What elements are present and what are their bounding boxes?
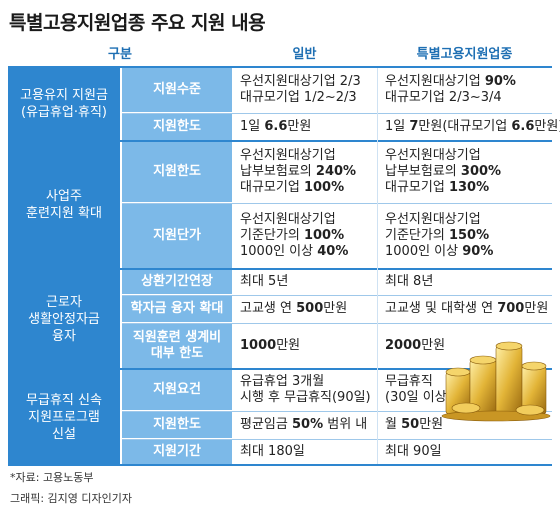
subcategory-support-limit: 지원한도 bbox=[122, 114, 232, 140]
source-note: *자료: 고용노동부 bbox=[10, 471, 94, 484]
graphic-credit: 그래픽: 김지영 디자인기자 bbox=[10, 492, 133, 505]
category-employment-retention: 고용유지 지원금 (유급휴업·휴직) bbox=[8, 68, 120, 140]
general-cell: 고교생 연 500만원 bbox=[240, 301, 348, 316]
general-cell: 1000만원 bbox=[240, 338, 301, 353]
general-cell: 유급휴업 3개월 시행 후 무급휴직(90일) bbox=[240, 374, 371, 405]
special-cell: 월 50만원 bbox=[385, 417, 444, 432]
subcategory-support-limit: 지원한도 bbox=[122, 412, 232, 438]
subcategory-support-limit: 지원한도 bbox=[122, 142, 232, 202]
header-special: 특별고용지원업종 bbox=[416, 47, 513, 62]
general-cell: 1일 6.6만원 bbox=[240, 119, 312, 134]
special-cell: 우선지원대상기업 납부보험료의 300% 대규모기업 130% bbox=[385, 148, 502, 195]
gold-coins-icon bbox=[441, 341, 551, 422]
special-cell: 무급휴직 (30일 이상) bbox=[385, 374, 452, 405]
special-cell: 우선지원대상기업 90% 대규모기업 2/3~3/4 bbox=[385, 74, 516, 105]
subcategory-unit-price: 지원단가 bbox=[122, 204, 232, 268]
header-category: 구분 bbox=[108, 47, 132, 62]
subcategory-support-period: 지원기간 bbox=[122, 440, 232, 464]
special-cell: 고교생 및 대학생 연 700만원 bbox=[385, 301, 549, 316]
subcategory-repayment-extension: 상환기간연장 bbox=[122, 270, 232, 294]
category-unpaid-leave-program: 무급휴직 신속 지원프로그램 신설 bbox=[8, 370, 120, 464]
special-cell: 2000만원 bbox=[385, 338, 446, 353]
category-living-stability-loan: 근로자 생활안정자금 융자 bbox=[8, 270, 120, 368]
special-cell: 우선지원대상기업 기준단가의 150% 1000인 이상 90% bbox=[385, 212, 494, 259]
general-cell: 최대 180일 bbox=[240, 444, 305, 459]
subcategory-tuition-loan: 학자금 융자 확대 bbox=[122, 296, 232, 322]
page-title: 특별고용지원업종 주요 지원 내용 bbox=[9, 12, 266, 34]
general-cell: 최대 5년 bbox=[240, 274, 289, 289]
category-training-support: 사업주 훈련지원 확대 bbox=[8, 142, 120, 268]
general-cell: 평균임금 50% 범위 내 bbox=[240, 417, 368, 432]
subcategory-support-level: 지원수준 bbox=[122, 68, 232, 112]
general-cell: 우선지원대상기업 기준단가의 100% 1000인 이상 40% bbox=[240, 212, 349, 259]
special-cell: 최대 8년 bbox=[385, 274, 434, 289]
subcategory-requirements: 지원요건 bbox=[122, 370, 232, 410]
subcategory-training-living-loan: 직원훈련 생계비 대부 한도 bbox=[122, 324, 232, 368]
general-cell: 우선지원대상기업 2/3 대규모기업 1/2~2/3 bbox=[240, 74, 361, 105]
special-cell: 최대 90일 bbox=[385, 444, 442, 459]
special-cell: 1일 7만원(대규모기업 6.6만원) bbox=[385, 119, 560, 134]
general-cell: 우선지원대상기업 납부보험료의 240% 대규모기업 100% bbox=[240, 148, 357, 195]
header-general: 일반 bbox=[292, 47, 317, 62]
